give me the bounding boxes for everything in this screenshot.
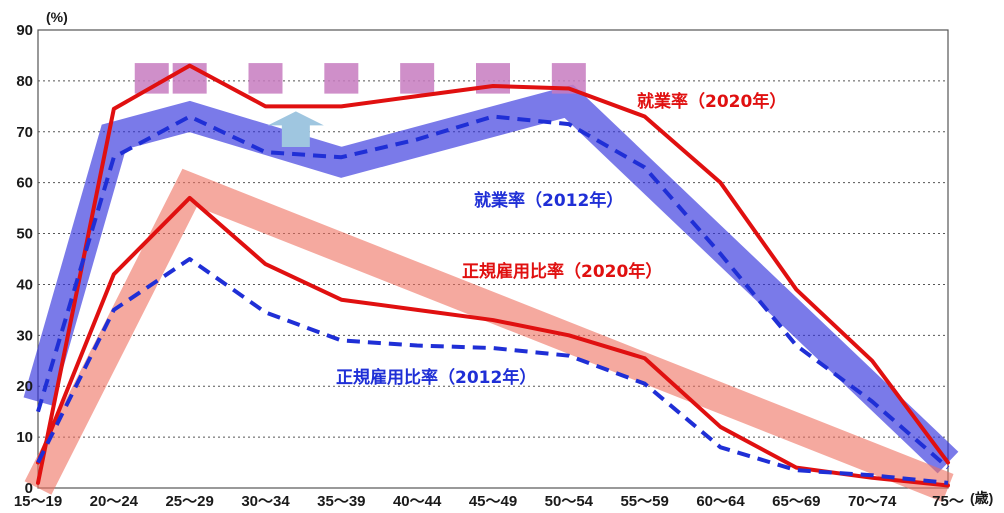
y-tick-label: 0 <box>25 480 33 497</box>
highlight-bar <box>248 63 283 94</box>
y-tick-label: 10 <box>16 429 33 446</box>
series-lines <box>36 63 950 488</box>
highlight-bars <box>134 63 586 94</box>
up-arrow <box>267 111 324 148</box>
series-line <box>36 195 950 488</box>
y-tick-label: 50 <box>16 226 33 243</box>
highlight-bar <box>172 63 207 94</box>
plot-frame <box>37 29 949 489</box>
highlight-bar <box>324 63 359 94</box>
y-tick-label: 70 <box>16 124 33 141</box>
y-unit-label: (%) <box>46 9 68 25</box>
trend-band <box>24 168 954 502</box>
y-tick-label: 80 <box>16 73 33 90</box>
series-line <box>36 63 950 485</box>
y-axis-ticks: 0 10 20 30 40 50 60 70 80 90 <box>16 22 33 497</box>
x-tick-label: 50〜54 <box>545 493 594 510</box>
x-tick-label: 70〜74 <box>848 493 897 510</box>
x-tick-label: 55〜59 <box>620 493 668 510</box>
y-tick-label: 20 <box>16 378 33 395</box>
y-tick-label: 60 <box>16 175 33 192</box>
annotation-regular-2020: 正規雇用比率（2020年） <box>462 261 662 282</box>
plot-frame-group <box>37 29 949 489</box>
y-tick-label: 40 <box>16 276 33 293</box>
x-tick-label: 35〜39 <box>317 493 365 510</box>
annotation-regular-2012: 正規雇用比率（2012年） <box>336 367 536 388</box>
annotation-employment-2020: 就業率（2020年） <box>637 91 786 112</box>
highlight-bar <box>400 63 435 94</box>
annotation-employment-2012: 就業率（2012年） <box>474 190 623 211</box>
y-tick-label: 90 <box>16 22 33 39</box>
trend-bands <box>23 84 959 502</box>
x-tick-label: 40〜44 <box>393 493 442 510</box>
x-tick-label: 25〜29 <box>165 493 213 510</box>
x-tick-label: 65〜69 <box>772 493 820 510</box>
x-tick-label: 60〜64 <box>696 493 745 510</box>
y-tick-label: 30 <box>16 327 33 344</box>
arrow-shape <box>267 111 324 148</box>
x-tick-label: 45〜49 <box>469 493 517 510</box>
x-unit-label: (歳) <box>970 490 993 506</box>
x-tick-label: 15〜19 <box>14 493 62 510</box>
x-axis-ticks: 15〜19 20〜24 25〜29 30〜34 35〜39 40〜44 45〜49 50〜54… <box>14 493 964 510</box>
x-tick-label: 75〜 <box>932 493 964 510</box>
x-tick-label: 20〜24 <box>90 493 139 510</box>
x-tick-label: 30〜34 <box>241 493 290 510</box>
series-line <box>36 257 949 485</box>
